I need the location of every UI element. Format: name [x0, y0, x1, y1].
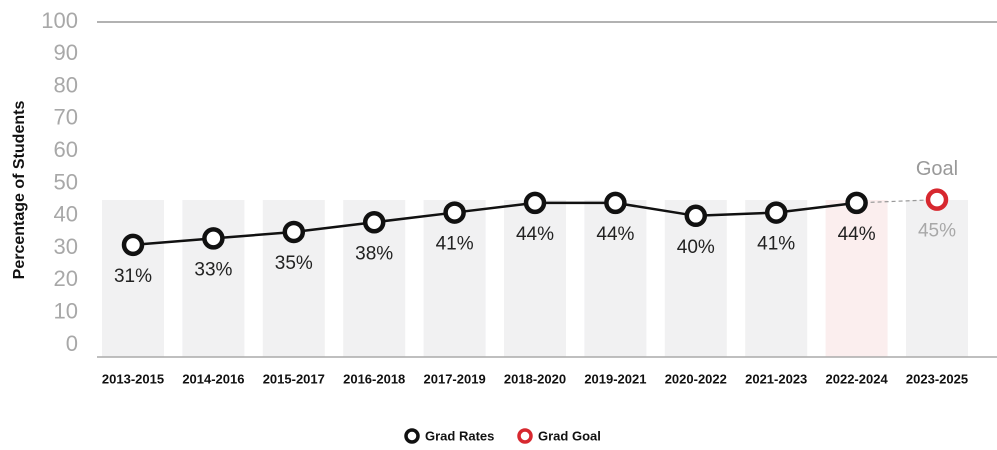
y-tick-label: 80 — [54, 72, 78, 97]
background-column — [584, 200, 647, 357]
value-label: 45% — [918, 221, 956, 242]
y-tick-label: 70 — [54, 105, 78, 130]
background-column — [906, 200, 968, 357]
y-tick-label: 30 — [54, 234, 78, 259]
y-tick-label: 50 — [54, 169, 78, 194]
value-label: 44% — [516, 224, 554, 245]
y-tick-label: 40 — [54, 202, 78, 227]
y-tick-label: 90 — [54, 40, 78, 65]
value-label: 35% — [275, 253, 313, 274]
point — [121, 233, 145, 257]
legend-label: Grad Goal — [538, 428, 601, 443]
legend-marker — [404, 428, 420, 444]
value-label: 44% — [838, 224, 876, 245]
point — [764, 201, 788, 224]
background-column — [825, 200, 888, 357]
y-tick-label: 10 — [54, 299, 78, 324]
y-axis-label: Percentage of Students — [11, 101, 28, 280]
value-label: 31% — [114, 266, 152, 287]
value-label: 40% — [677, 237, 715, 258]
line — [132, 201, 857, 247]
value-label: 41% — [436, 234, 474, 255]
x-tick-label: 2019-2021 — [584, 371, 646, 386]
x-tick-label: 2021-2023 — [745, 371, 807, 386]
x-tick-label: 2017-2019 — [424, 371, 486, 386]
annotation: Goal — [916, 158, 958, 180]
point — [362, 211, 386, 234]
x-tick-label: 2014-2016 — [182, 371, 244, 386]
background-column — [182, 200, 245, 357]
x-tick-label: 2016-2018 — [343, 371, 405, 386]
y-tick-label: 100 — [41, 8, 78, 33]
x-tick-label: 2018-2020 — [504, 371, 566, 386]
point — [282, 220, 306, 244]
legend-label: Grad Rates — [425, 428, 494, 443]
legend-marker — [517, 428, 533, 444]
background-column — [423, 200, 486, 357]
point — [604, 191, 627, 215]
x-tick-label: 2020-2022 — [665, 371, 727, 386]
x-tick-label: 2023-2025 — [906, 371, 968, 386]
value-label: 33% — [194, 259, 232, 280]
y-tick-label: 20 — [54, 266, 78, 291]
point — [684, 204, 708, 228]
point — [443, 201, 466, 224]
point — [523, 191, 547, 215]
value-label: 44% — [596, 224, 634, 245]
value-label: 38% — [355, 243, 393, 264]
y-tick-label: 0 — [66, 331, 78, 356]
point — [202, 227, 225, 250]
x-tick-label: 2013-2015 — [102, 371, 164, 386]
value-label: 41% — [757, 234, 795, 255]
x-tick-label: 2022-2024 — [826, 371, 889, 386]
y-tick-label: 60 — [54, 137, 78, 162]
background-column — [745, 200, 808, 357]
background-column — [102, 200, 164, 357]
point — [925, 188, 949, 211]
background-column — [504, 200, 566, 357]
point — [845, 191, 868, 215]
x-tick-label: 2015-2017 — [263, 371, 325, 386]
